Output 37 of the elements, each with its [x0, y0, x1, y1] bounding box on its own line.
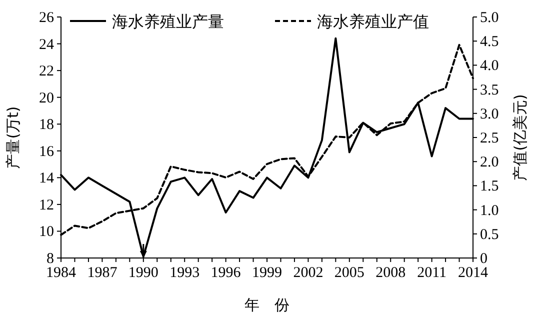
y2-tick-label: 0.5: [480, 226, 499, 243]
x-axis-title: 年 份: [244, 296, 290, 314]
x-tick-label: 1996: [210, 265, 242, 281]
y-tick-label: 12: [39, 197, 54, 214]
x-tick-label: 1993: [170, 265, 200, 281]
y-tick-label: 26: [39, 10, 54, 26]
y2-tick-label: 5.0: [480, 10, 499, 26]
y-tick-label: 14: [39, 170, 54, 187]
x-tick-label: 1999: [252, 265, 282, 281]
y2-tick-label: 1.5: [480, 178, 499, 195]
x-tick-label: 2005: [334, 265, 364, 281]
y2-tick-label: 4.5: [480, 34, 499, 50]
y2-tick-label: 2.5: [480, 130, 499, 146]
y-tick-label: 24: [39, 36, 54, 53]
y-tick-label: 10: [39, 224, 54, 240]
legend-label: 海水养殖业产量: [112, 12, 224, 31]
x-tick-label: 2011: [417, 265, 447, 281]
x-tick-label: 2002: [293, 265, 324, 281]
x-tick-label: 1990: [128, 265, 158, 281]
y2-tick-label: 2.0: [480, 154, 499, 171]
x-tick-label: 2008: [376, 265, 406, 281]
y-axis-title: 产量(万t): [4, 106, 22, 169]
y-tick-label: 22: [39, 64, 54, 80]
y2-tick-label: 0: [480, 251, 488, 267]
y2-axis-title: 产值(亿美元): [511, 94, 529, 181]
x-tick-label: 1987: [87, 265, 118, 281]
legend-label: 海水养殖业产值: [317, 12, 429, 31]
y-tick-label: 16: [39, 144, 54, 160]
x-tick-label: 2014: [458, 265, 488, 281]
y-tick-label: 8: [46, 251, 54, 267]
x-tick-label: 1984: [46, 265, 76, 281]
y-tick-label: 18: [39, 117, 54, 134]
y2-tick-label: 1.0: [480, 202, 499, 219]
y2-tick-label: 3.5: [480, 82, 499, 98]
y2-tick-label: 4.0: [480, 58, 499, 74]
y-tick-label: 20: [39, 90, 54, 106]
y2-tick-label: 3.0: [480, 106, 499, 122]
